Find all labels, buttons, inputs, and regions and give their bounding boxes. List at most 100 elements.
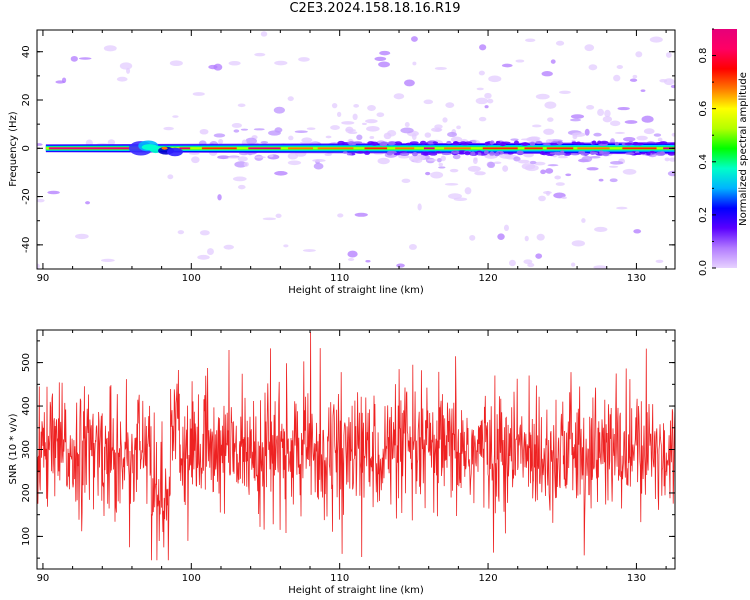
noise-blob-near-ridge [253, 128, 265, 131]
ridge-fringe [571, 141, 577, 144]
ridge-fringe [470, 151, 476, 156]
noise-blob [547, 117, 554, 122]
ridge-fringe [355, 151, 365, 154]
noise-blob [649, 36, 663, 43]
ridge-core-segment [524, 147, 543, 150]
noise-blob [535, 93, 550, 100]
noise-blob-near-ridge [614, 131, 626, 134]
ridge-fringe [513, 140, 519, 145]
noise-blob [287, 96, 294, 102]
noise-blob [237, 184, 246, 190]
ridge-fringe [570, 153, 580, 156]
noise-blob-near-ridge [301, 137, 313, 143]
ridge-fringe [457, 152, 466, 155]
noise-blob [403, 79, 415, 87]
noise-blob [177, 230, 185, 235]
noise-blob-near-ridge [365, 119, 378, 124]
noise-blob [298, 57, 310, 62]
noise-blob-near-ridge [657, 137, 663, 142]
noise-blob [616, 206, 628, 210]
x-tick-label: 120 [479, 573, 498, 584]
ridge-fringe [635, 142, 644, 146]
noise-blob-near-ridge [245, 137, 257, 145]
noise-blob [262, 217, 277, 221]
noise-blob [365, 260, 371, 263]
noise-blob [584, 44, 595, 52]
noise-blob [283, 244, 289, 248]
noise-blob [584, 128, 590, 136]
ridge-core-segment [423, 147, 435, 150]
ridge-fringe [578, 151, 586, 154]
noise-blob-near-ridge [502, 165, 509, 172]
noise-blob-near-ridge [299, 141, 313, 145]
noise-blob [330, 125, 340, 131]
noise-blob [469, 234, 476, 241]
noise-blob [404, 122, 410, 128]
ridge-fringe [516, 150, 524, 155]
y-tick-label: 500 [21, 353, 32, 372]
noise-blob [74, 233, 89, 240]
noise-blob-near-ridge [268, 154, 274, 158]
noise-blob-near-ridge [325, 135, 332, 139]
noise-blob-near-ridge [474, 171, 486, 176]
noise-blob [609, 120, 621, 127]
noise-blob [540, 169, 546, 175]
ridge-fringe [342, 151, 348, 154]
ridge-fringe [351, 141, 357, 146]
noise-blob-near-ridge [671, 132, 675, 137]
noise-blob [613, 74, 621, 82]
noise-blob-near-ridge [467, 165, 481, 172]
spectrogram-y-ticks: -40 -20 0 20 40 [21, 45, 675, 270]
noise-blob-near-ridge [608, 165, 619, 168]
noise-blob-near-ridge [366, 125, 380, 132]
ridge-core-segment [444, 147, 471, 150]
ridge-fringe [386, 150, 397, 154]
ridge-fringe [556, 152, 566, 156]
ridge-fringe [441, 152, 452, 156]
ridge-fringe [434, 151, 442, 154]
noise-blob [347, 250, 358, 258]
ridge-yellow-band [45, 147, 675, 150]
noise-blob [586, 167, 599, 171]
noise-blob-near-ridge [513, 156, 521, 162]
x-tick-label: 130 [627, 273, 646, 284]
noise-blob-near-ridge [306, 127, 316, 131]
noise-blob [479, 44, 487, 51]
noise-blob-near-ridge [547, 164, 559, 167]
noise-blob-near-ridge [653, 133, 662, 137]
noise-blob [541, 71, 553, 77]
noise-blob [555, 182, 565, 186]
ridge-fringe [669, 142, 675, 146]
noise-blob [670, 84, 675, 89]
noise-blob [287, 160, 302, 166]
noise-blob [546, 190, 551, 196]
x-tick-label: 90 [37, 273, 50, 284]
ridge-fringe [602, 151, 610, 157]
ridge-fringe [529, 141, 536, 146]
ridge-fringe [476, 152, 482, 156]
noise-blob [119, 62, 133, 70]
snr-y-ticks: 100 200 300 400 500 [21, 340, 675, 559]
noise-blob [37, 263, 40, 269]
noise-blob-near-ridge [361, 122, 367, 126]
noise-blob-near-ridge [356, 134, 363, 141]
noise-blob [659, 78, 668, 83]
noise-blob-near-ridge [510, 138, 519, 141]
noise-blob-near-ridge [529, 160, 537, 165]
snr-y-label: SNR (10 * v/v) [8, 413, 19, 484]
noise-blob [538, 195, 546, 202]
ridge-fringe [483, 150, 489, 155]
noise-blob-near-ridge [273, 106, 285, 114]
noise-blob [544, 101, 557, 109]
noise-blob-near-ridge [369, 135, 375, 139]
ridge-fringe [589, 151, 599, 155]
noise-blob [352, 113, 358, 121]
noise-blob [103, 45, 117, 52]
noise-blob [228, 61, 241, 66]
noise-blob-near-ridge [240, 128, 249, 131]
noise-blob [624, 120, 638, 124]
noise-blob-near-ridge [243, 161, 249, 167]
ridge-core-left [48, 147, 129, 150]
noise-blob [37, 143, 43, 146]
spectrogram-frame [36, 29, 676, 270]
